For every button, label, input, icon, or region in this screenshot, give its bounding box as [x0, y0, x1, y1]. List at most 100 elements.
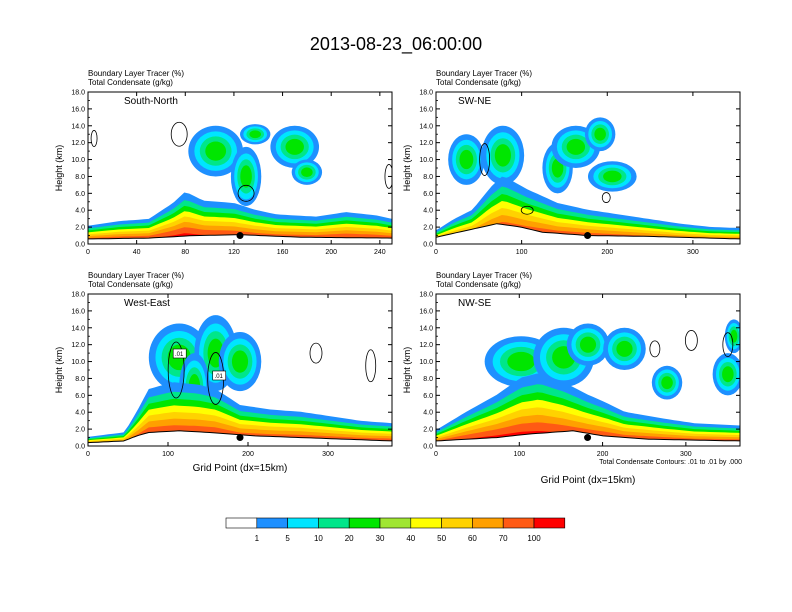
- x-tick-label: 200: [325, 249, 337, 256]
- contour-label-box: [212, 370, 227, 381]
- colorbar-label: 5: [285, 534, 290, 543]
- condensate-contour: [601, 192, 611, 203]
- x-tick-label: 300: [687, 249, 699, 256]
- condensate-contour: [722, 332, 734, 358]
- filled-contours: [436, 117, 740, 244]
- filled-contours: [88, 315, 392, 446]
- x-tick-label: 160: [277, 249, 289, 256]
- y-tick-label: 8.0: [423, 174, 433, 181]
- contour-label-box: [172, 348, 187, 359]
- field-label-condensate: Total Condensate (g/kg): [88, 280, 173, 289]
- y-tick-label: 16.0: [71, 106, 85, 113]
- cloud-band: [240, 165, 252, 188]
- y-tick-label: 14.0: [419, 123, 433, 130]
- y-tick-label: 4.0: [75, 208, 85, 215]
- condensate-contour: [90, 130, 98, 147]
- colorbar-swatch: [441, 517, 473, 529]
- x-tick-label: 80: [181, 249, 189, 256]
- field-label-tracer: Boundary Layer Tracer (%): [88, 271, 184, 280]
- y-tick-label: 16.0: [71, 308, 85, 315]
- panel-south-north: 0.0 2.0 4.0 6.0 8.0 10.0 12.0 14.0 16.0 18.0 0 40 80…: [54, 69, 393, 256]
- cloud-band: [249, 130, 261, 139]
- cloud-band: [616, 340, 633, 357]
- cloud-band: [459, 149, 474, 170]
- panel-west-east: 0.0 2.0 4.0 6.0 8.0 10.0 12.0 14.0 16.0 18.0 0 100 2…: [54, 271, 393, 474]
- panel-name: West-East: [124, 298, 170, 309]
- y-tick-label: 12.0: [71, 140, 85, 147]
- y-axis-label: Height (km): [54, 145, 64, 192]
- condensate-contour: [520, 205, 534, 215]
- y-axis-label: Height (km): [402, 347, 412, 394]
- y-tick-label: 14.0: [71, 325, 85, 332]
- x-tick-label: 300: [680, 451, 692, 458]
- cloud-band: [494, 144, 511, 167]
- y-tick-label: 18.0: [419, 292, 433, 299]
- panel-nw-se: 0.0 2.0 4.0 6.0 8.0 10.0 12.0 14.0 16.0 18.0 0 100 2…: [402, 271, 741, 486]
- y-tick-label: 0.0: [75, 444, 85, 451]
- x-tick-label: 0: [434, 249, 438, 256]
- condensate-contour: [237, 184, 255, 202]
- y-tick-label: 12.0: [71, 342, 85, 349]
- colorbar-label: 20: [345, 534, 354, 543]
- colorbar-label: 40: [406, 534, 415, 543]
- x-axis-label: Grid Point (dx=15km): [193, 463, 288, 474]
- y-tick-label: 0.0: [423, 242, 433, 249]
- field-label-tracer: Boundary Layer Tracer (%): [436, 69, 532, 78]
- condensate-contour: [309, 342, 323, 364]
- colorbar-swatch: [533, 517, 566, 529]
- colorbar-label: 1: [255, 534, 260, 543]
- cloud-band: [231, 350, 249, 373]
- colorbar-swatch: [502, 517, 535, 529]
- y-tick-label: 12.0: [419, 342, 433, 349]
- cloud-band: [301, 167, 313, 178]
- colorbar-swatch: [287, 517, 319, 529]
- colorbar-swatch: [379, 517, 412, 529]
- panel-name: South-North: [124, 96, 178, 107]
- colorbar-swatch: [225, 517, 258, 529]
- y-tick-label: 2.0: [75, 225, 85, 232]
- y-tick-label: 10.0: [71, 157, 85, 164]
- condensate-contour: [684, 330, 698, 351]
- y-axis-label: Height (km): [54, 347, 64, 394]
- y-tick-label: 4.0: [423, 208, 433, 215]
- y-tick-label: 6.0: [75, 191, 85, 198]
- x-tick-label: 40: [133, 249, 141, 256]
- colorbar-label: 70: [499, 534, 508, 543]
- panel-sw-ne: 0.0 2.0 4.0 6.0 8.0 10.0 12.0 14.0 16.0 18.0 0 100 2…: [402, 69, 741, 256]
- figure-title: 2013-08-23_06:00:00: [310, 34, 482, 55]
- cloud-band: [661, 376, 673, 390]
- cloud-band: [566, 138, 586, 155]
- y-tick-label: 6.0: [423, 393, 433, 400]
- y-tick-label: 10.0: [419, 359, 433, 366]
- location-marker: [584, 232, 592, 240]
- location-marker: [236, 232, 244, 240]
- x-axis-label: Grid Point (dx=15km): [541, 475, 636, 486]
- y-tick-label: 18.0: [71, 292, 85, 299]
- field-label-tracer: Boundary Layer Tracer (%): [88, 69, 184, 78]
- contour-note: Total Condensate Contours: .01 to .01 by…: [599, 459, 742, 466]
- y-tick-label: 4.0: [75, 410, 85, 417]
- filled-contours: [88, 121, 392, 244]
- y-tick-label: 10.0: [71, 359, 85, 366]
- condensate-contour: [479, 143, 491, 176]
- y-tick-label: 6.0: [75, 393, 85, 400]
- x-tick-label: 240: [374, 249, 386, 256]
- colorbar-swatch: [348, 517, 381, 529]
- colorbar-label: 50: [437, 534, 446, 543]
- cloud-band: [579, 336, 597, 353]
- colorbar: 1 5 10 20 30 40 50 60 70 100: [225, 517, 566, 543]
- y-tick-label: 2.0: [75, 427, 85, 434]
- y-tick-label: 2.0: [423, 427, 433, 434]
- field-label-tracer: Boundary Layer Tracer (%): [436, 271, 532, 280]
- y-axis-label: Height (km): [402, 145, 412, 192]
- y-tick-label: 16.0: [419, 308, 433, 315]
- location-marker: [236, 434, 244, 442]
- x-tick-label: 100: [516, 249, 528, 256]
- x-tick-label: 0: [434, 451, 438, 458]
- field-label-condensate: Total Condensate (g/kg): [436, 280, 521, 289]
- field-label-condensate: Total Condensate (g/kg): [436, 78, 521, 87]
- cloud-band: [205, 141, 227, 161]
- y-tick-label: 14.0: [71, 123, 85, 130]
- y-tick-label: 0.0: [423, 444, 433, 451]
